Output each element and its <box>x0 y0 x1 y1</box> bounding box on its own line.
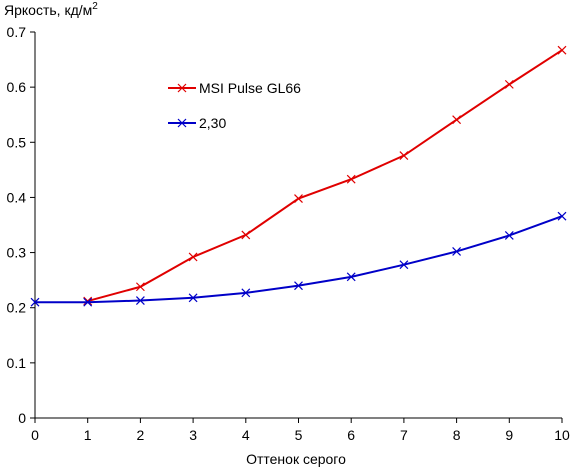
legend-marker <box>177 118 187 128</box>
series-line <box>87 49 563 303</box>
x-tick-label: 2 <box>137 427 145 443</box>
data-point-marker: 4: 0.332 <box>241 230 251 240</box>
series-0: 1: 0.212 2: 0.238 3: 0.292 4: 0.332 5: 0.398… <box>83 45 567 306</box>
data-point-marker: 1: 0.212 <box>83 296 93 306</box>
y-tick-label: 0 <box>18 410 26 426</box>
x-tick-label: 9 <box>505 427 513 443</box>
data-point-marker: 3: 0.218 <box>188 293 198 303</box>
legend-item: MSI Pulse GL66 <box>168 80 301 96</box>
series-line <box>35 215 563 304</box>
data-point-marker: 2: 0.238 <box>135 282 145 292</box>
x-axis-title: Оттенок серого <box>246 451 346 467</box>
y-tick-label: 0.7 <box>7 24 27 40</box>
data-point-marker: 9: 0.605 <box>504 79 514 89</box>
data-point-marker: 5: 0.398 <box>294 194 303 203</box>
x-tick-label: 0 <box>31 427 39 443</box>
x-tick-label: 3 <box>189 427 197 443</box>
data-point-marker: 7: 0.476 <box>399 151 409 160</box>
data-point-marker: 6: 0.433 <box>346 174 356 184</box>
y-tick-label: 0.5 <box>7 134 27 150</box>
x-tick-label: 4 <box>242 427 250 443</box>
data-point-marker: 10: 0.366 <box>557 211 567 221</box>
data-point-marker: 4: 0.227 <box>241 288 251 298</box>
data-point-marker: 10: 0.667 <box>557 45 567 55</box>
x-tick-label: 7 <box>400 427 408 443</box>
data-point-marker: 5: 0.24 <box>294 281 303 291</box>
y-axis-title-text: Яркость, кд/м <box>4 2 92 18</box>
data-point-marker: 2: 0.213 <box>135 296 145 305</box>
y-tick-label: 0.6 <box>7 79 27 95</box>
data-point-marker: 8: 0.302 <box>452 247 462 256</box>
y-tick-label: 0.4 <box>7 189 27 205</box>
y-axis-title: Яркость, кд/м2 <box>4 1 98 18</box>
data-point-marker: 7: 0.278 <box>399 260 409 270</box>
legend-marker <box>177 83 187 93</box>
x-tick-label: 8 <box>453 427 461 443</box>
data-point-marker: 6: 0.256 <box>346 272 356 282</box>
x-tick-label: 10 <box>554 427 570 443</box>
data-point-marker: 0: 0.21 <box>30 297 40 307</box>
series-1: 0: 0.21 1: 0.21 2: 0.213 3: 0.218 4: 0.227 5:… <box>30 211 567 307</box>
data-point-marker: 3: 0.292 <box>188 252 198 262</box>
legend-label: 2,30 <box>199 115 226 131</box>
x-tick-label: 1 <box>84 427 92 443</box>
data-point-marker: 8: 0.541 <box>452 115 462 125</box>
y-axis-title-superscript: 2 <box>92 1 98 12</box>
data-point-marker: 9: 0.331 <box>504 231 514 240</box>
ticks: 0 1 2 3 4 5 6 7 8 9 10 0 0.1 0.2 0.3 0.4 0.5 0.6 0.7 <box>7 24 570 443</box>
y-tick-label: 0.2 <box>7 300 27 316</box>
series-layer: 1: 0.212 2: 0.238 3: 0.292 4: 0.332 5: 0.398… <box>30 45 567 307</box>
legend-label: MSI Pulse GL66 <box>199 80 301 96</box>
y-tick-label: 0.1 <box>7 355 27 371</box>
x-tick-label: 5 <box>295 427 303 443</box>
x-tick-label: 6 <box>347 427 355 443</box>
y-tick-label: 0.3 <box>7 245 27 261</box>
data-point-marker: 1: 0.21 <box>83 297 93 307</box>
legend: MSI Pulse GL66 2,30 <box>168 80 301 131</box>
legend-item: 2,30 <box>168 115 226 131</box>
